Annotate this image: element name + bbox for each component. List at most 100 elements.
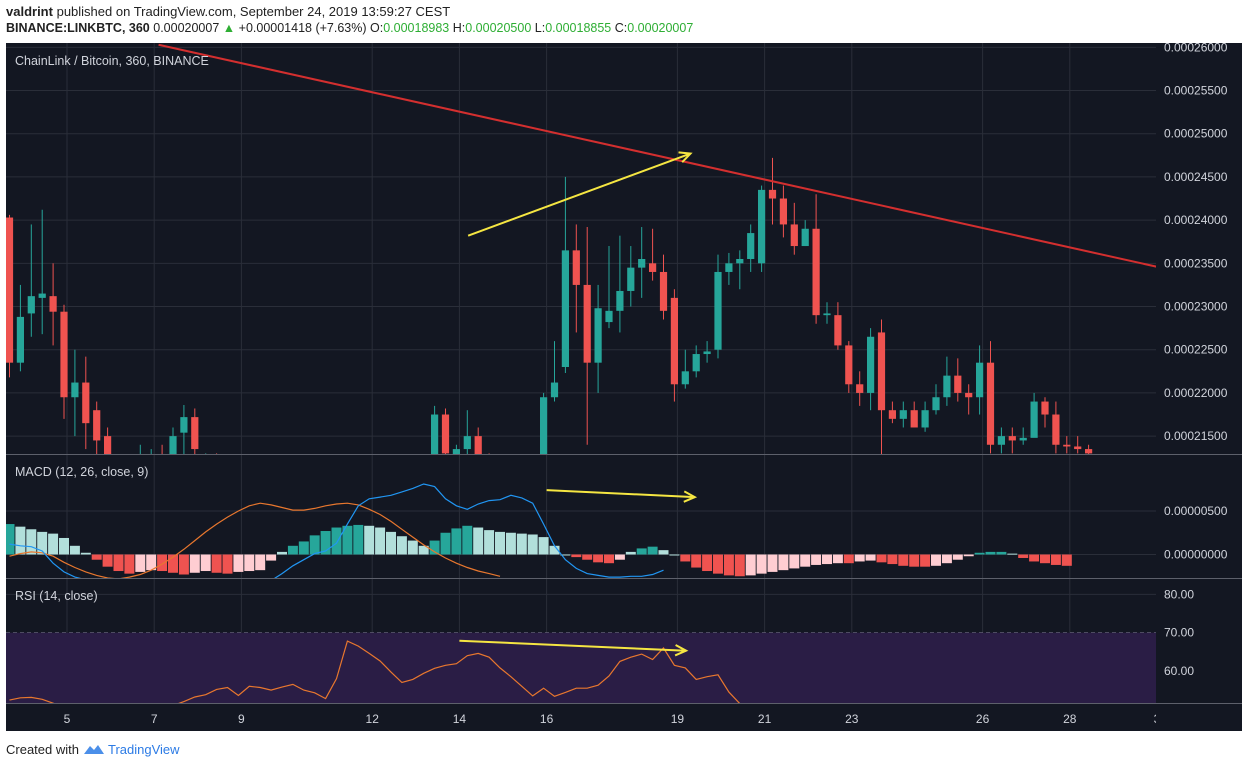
candle-body bbox=[93, 410, 101, 441]
candle-body bbox=[202, 458, 209, 462]
chart-svg[interactable]: 5 7 9 12 14 16 19 21 23 26 28 3 ChainLink / Bitcoin… bbox=[6, 43, 1156, 731]
candle-body bbox=[1019, 437, 1027, 441]
candle-body bbox=[877, 332, 886, 411]
pane-separators bbox=[6, 454, 1156, 704]
close-value: 0.00020007 bbox=[627, 21, 694, 35]
close-label: C: bbox=[614, 21, 628, 35]
candle-body bbox=[714, 271, 722, 350]
indicator-lines bbox=[9, 483, 741, 703]
candle-body bbox=[910, 410, 918, 428]
rsi-divergence-arrow bbox=[459, 639, 687, 652]
candle-body bbox=[529, 467, 536, 470]
candle-body bbox=[976, 362, 984, 398]
candle-body bbox=[1030, 401, 1038, 438]
ohlc-info: BINANCE:LINKBTC, 360 0.00020007 ▲ +0.000… bbox=[6, 21, 693, 35]
brand-link[interactable]: TradingView bbox=[108, 742, 180, 757]
candle-body bbox=[790, 224, 798, 247]
macd-histogram-bar bbox=[1029, 554, 1040, 562]
x-tick-label: 16 bbox=[540, 712, 554, 726]
macd-divergence-arrow-head bbox=[683, 490, 698, 503]
candle-body bbox=[812, 228, 820, 316]
macd-histogram-bar bbox=[15, 526, 26, 555]
candle-body bbox=[518, 467, 525, 469]
publish-text: published on TradingView.com, September … bbox=[56, 4, 451, 19]
candle-body bbox=[856, 384, 864, 393]
macd-histogram-bar bbox=[505, 532, 516, 555]
macd-histogram-bar bbox=[822, 554, 832, 565]
macd-histogram-bar bbox=[59, 537, 69, 555]
macd-histogram-bar bbox=[778, 554, 789, 571]
candles bbox=[6, 157, 1093, 470]
author-name[interactable]: valdrint bbox=[6, 4, 53, 19]
candle-body bbox=[169, 436, 177, 454]
candle-body bbox=[441, 414, 450, 454]
candle-body bbox=[583, 284, 591, 363]
price-tick-label: 0.00024000 bbox=[1164, 213, 1228, 227]
x-tick-label: 3 bbox=[1154, 712, 1156, 726]
macd-histogram-bar bbox=[963, 554, 974, 557]
price-tick-label: 0.00022500 bbox=[1164, 343, 1228, 357]
candle-body bbox=[137, 462, 144, 463]
macd-histogram-bar bbox=[789, 554, 800, 569]
candle-body bbox=[834, 315, 842, 346]
macd-histogram-bar bbox=[266, 554, 277, 561]
chart-area[interactable]: 5 7 9 12 14 16 19 21 23 26 28 3 ChainLink / Bitcoin… bbox=[6, 43, 1156, 731]
macd-histogram-bar bbox=[364, 525, 375, 555]
candle-body bbox=[355, 466, 362, 468]
macd-histogram-bar bbox=[713, 554, 723, 574]
candle-body bbox=[452, 449, 460, 454]
rsi-tick-label: 80.00 bbox=[1164, 587, 1194, 601]
macd-histogram-bar bbox=[69, 545, 80, 555]
macd-line bbox=[9, 483, 664, 578]
macd-histogram-bar bbox=[538, 537, 549, 555]
macd-histogram bbox=[6, 524, 1072, 577]
candle-body bbox=[747, 233, 755, 259]
macd-histogram-bar bbox=[920, 554, 931, 567]
candle-body bbox=[965, 392, 973, 398]
price-axis[interactable]: 0.00026000 0.00025500 0.00025000 0.00024500… bbox=[1156, 40, 1242, 731]
macd-histogram-bar bbox=[375, 527, 386, 555]
macd-histogram-bar bbox=[168, 554, 178, 573]
candle-body bbox=[616, 290, 624, 311]
candle-body bbox=[605, 310, 613, 323]
price-axis-svg: 0.00026000 0.00025500 0.00025000 0.00024500… bbox=[1156, 40, 1242, 704]
macd-pane-title: MACD (12, 26, close, 9) bbox=[15, 465, 148, 479]
rsi-pane-title: RSI (14, close) bbox=[15, 589, 98, 603]
macd-histogram-bar bbox=[396, 536, 407, 555]
candle-body bbox=[278, 465, 285, 467]
candle-body bbox=[801, 228, 809, 247]
price-divergence-arrow-head bbox=[678, 151, 693, 163]
macd-histogram-bar bbox=[135, 554, 146, 572]
candle-body bbox=[758, 189, 766, 264]
macd-histogram-bar bbox=[571, 554, 582, 558]
price-tick-label: 0.00024500 bbox=[1164, 170, 1228, 184]
candle-body bbox=[649, 263, 657, 272]
candle-body bbox=[420, 466, 427, 469]
x-tick-label: 9 bbox=[238, 712, 245, 726]
macd-histogram-bar bbox=[854, 554, 865, 562]
macd-histogram-bar bbox=[593, 554, 604, 563]
macd-histogram-bar bbox=[6, 524, 15, 555]
candle-body bbox=[921, 410, 929, 428]
macd-histogram-bar bbox=[909, 554, 920, 567]
candle-body bbox=[246, 465, 253, 467]
candle-body bbox=[71, 382, 79, 398]
rsi-tick-label: 60.00 bbox=[1164, 664, 1194, 678]
candle-body bbox=[431, 414, 439, 454]
macd-histogram-bar bbox=[222, 554, 233, 574]
price-tick-label: 0.00023000 bbox=[1164, 300, 1228, 314]
macd-histogram-bar bbox=[865, 554, 876, 561]
macd-histogram-bar bbox=[287, 545, 298, 555]
low-label: L: bbox=[534, 21, 546, 35]
rsi-line bbox=[9, 640, 741, 703]
macd-histogram-bar bbox=[767, 554, 778, 572]
high-label: H: bbox=[452, 21, 466, 35]
candle-body bbox=[561, 250, 569, 367]
macd-histogram-bar bbox=[80, 552, 91, 555]
price-pane-title: ChainLink / Bitcoin, 360, BINANCE bbox=[15, 54, 209, 68]
macd-histogram-bar bbox=[723, 554, 734, 576]
macd-histogram-bar bbox=[102, 554, 113, 567]
created-with-text: Created with bbox=[6, 742, 79, 757]
macd-tick-label: 0.00000000 bbox=[1164, 548, 1228, 562]
candle-body bbox=[986, 362, 995, 445]
